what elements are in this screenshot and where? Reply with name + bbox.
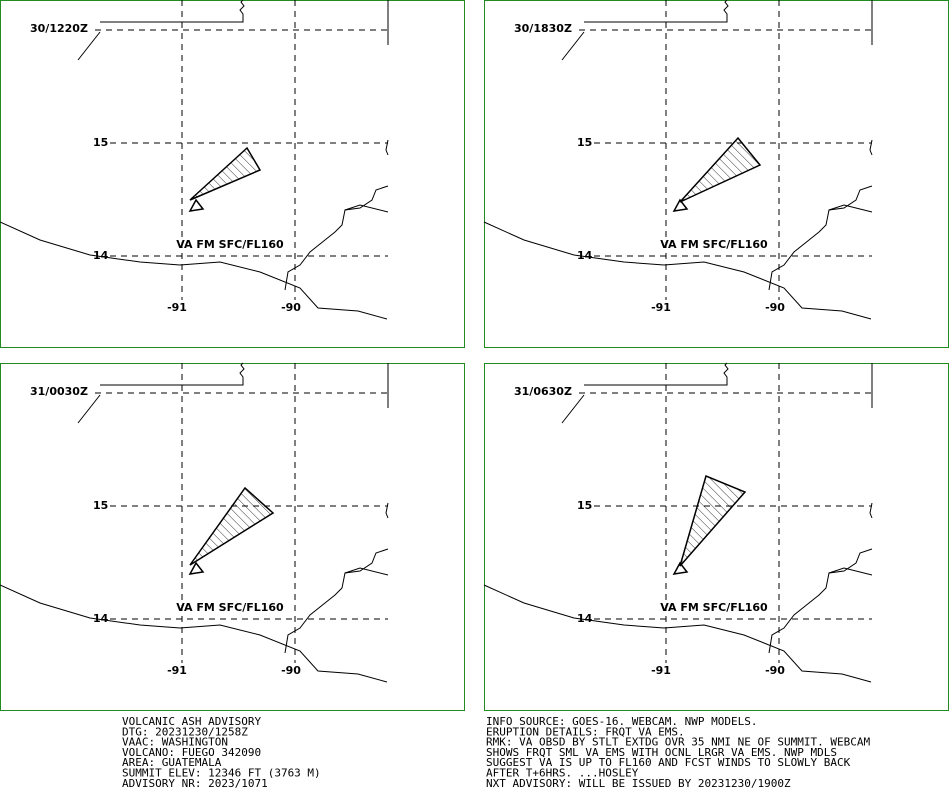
border [100, 362, 245, 386]
ash-cloud [189, 486, 275, 566]
coastline [0, 221, 388, 320]
lat-label: 14 [577, 612, 593, 625]
border [561, 31, 585, 61]
volcano [188, 198, 205, 212]
border [828, 567, 873, 576]
advisory-line: AREA: GUATEMALA [122, 756, 222, 769]
advisory-line: ADVISORY NR: 2023/1071 [122, 777, 268, 790]
lon-label: -90 [281, 664, 301, 677]
advisory-line: VOLCANIC ASH ADVISORY [122, 715, 261, 728]
border [561, 394, 585, 424]
volcano [188, 561, 205, 575]
border [869, 139, 873, 156]
lat-label: 15 [93, 499, 108, 512]
border [584, 0, 729, 23]
panel-frame [0, 0, 465, 348]
map-panel: 31/0630Z 15 14 -91 -90 VA FM SFC/FL160 [483, 362, 949, 711]
border [77, 31, 101, 61]
map-panel: 30/1830Z 15 14 -91 -90 VA FM SFC/FL160 [483, 0, 949, 348]
border [768, 548, 873, 654]
advisory-line: SUMMIT ELEV: 12346 FT (3763 M) [122, 767, 321, 780]
valid-time: 31/0630Z [514, 385, 572, 398]
ash-cloud [189, 146, 262, 201]
lat-label: 14 [93, 249, 109, 262]
lat-label: 14 [93, 612, 109, 625]
lat-label: 14 [577, 249, 593, 262]
volcano [672, 561, 689, 575]
border [284, 185, 389, 291]
volcano [672, 198, 689, 212]
advisory-line: ERUPTION DETAILS: FRQT VA EMS. [486, 725, 685, 738]
advisory-line: VOLCANO: FUEGO 342090 [122, 746, 261, 759]
border [768, 185, 873, 291]
advisory-line: RMK: VA OBSD BY STLT EXTDG OVR 35 NMI NE… [486, 736, 870, 749]
advisory-line: SUGGEST VA IS UP TO FL160 AND FCST WINDS… [486, 756, 851, 769]
panel-frame [484, 363, 949, 711]
panel-frame [484, 0, 949, 348]
advisory-line: DTG: 20231230/1258Z [122, 725, 248, 738]
ash-label: VA FM SFC/FL160 [176, 238, 284, 251]
ash-label: VA FM SFC/FL160 [176, 601, 284, 614]
advisory-line: SHOWS FRQT SML VA EMS WITH OCNL LRGR VA … [486, 746, 837, 759]
border [385, 139, 389, 156]
map-panel: 30/1220Z 15 14 -91 -90 VA FM SFC/FL160 [0, 0, 465, 348]
coastline [483, 584, 872, 683]
border [584, 362, 729, 386]
border [828, 204, 873, 213]
border [869, 502, 873, 519]
coastline [483, 221, 872, 320]
border [100, 0, 245, 23]
advisory-line: VAAC: WASHINGTON [122, 736, 228, 749]
lat-label: 15 [577, 499, 592, 512]
coastline [0, 584, 388, 683]
lon-label: -90 [281, 301, 301, 314]
border [344, 204, 389, 213]
advisory-line: INFO SOURCE: GOES-16. WEBCAM. NWP MODELS… [486, 715, 758, 728]
valid-time: 31/0030Z [30, 385, 88, 398]
ash-label: VA FM SFC/FL160 [660, 238, 768, 251]
lon-label: -91 [167, 664, 187, 677]
ash-label: VA FM SFC/FL160 [660, 601, 768, 614]
lon-label: -91 [651, 664, 671, 677]
advisory-line: AFTER T+6HRS. ...HOSLEY [486, 767, 639, 780]
border [284, 548, 389, 654]
ash-cloud [679, 136, 762, 203]
ash-cloud [679, 474, 747, 567]
advisory-line: NXT ADVISORY: WILL BE ISSUED BY 20231230… [486, 777, 791, 790]
lon-label: -90 [765, 301, 785, 314]
lon-label: -91 [651, 301, 671, 314]
border [344, 567, 389, 576]
border [385, 502, 389, 519]
map-panel: 31/0030Z 15 14 -91 -90 VA FM SFC/FL160 [0, 362, 465, 711]
border [77, 394, 101, 424]
panel-frame [0, 363, 465, 711]
lon-label: -91 [167, 301, 187, 314]
lon-label: -90 [765, 664, 785, 677]
valid-time: 30/1220Z [30, 22, 88, 35]
lat-label: 15 [93, 136, 108, 149]
valid-time: 30/1830Z [514, 22, 572, 35]
lat-label: 15 [577, 136, 592, 149]
